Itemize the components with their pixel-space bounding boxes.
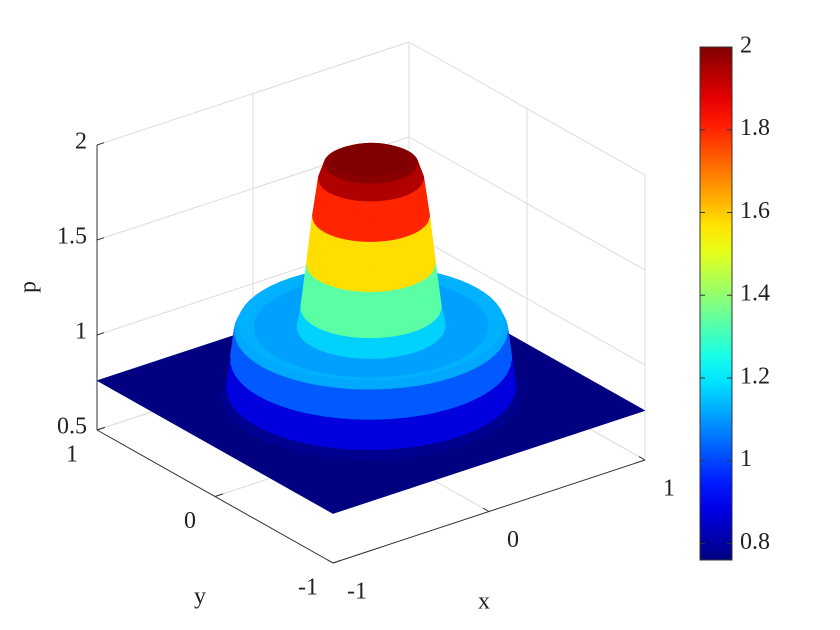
z-tick-label: 0.5 — [57, 414, 87, 440]
surface-patch — [354, 291, 363, 339]
surface-patch — [373, 201, 381, 243]
surface-patch — [365, 377, 380, 381]
surface-patch — [366, 358, 378, 374]
surface-patch — [381, 337, 391, 360]
colorbar-tick-label: 0.8 — [740, 529, 770, 555]
surface-patch — [361, 291, 369, 339]
colorbar-tick-label: 1.4 — [740, 281, 770, 307]
surface-patch — [323, 416, 339, 450]
surface-patch — [372, 176, 379, 185]
surface-patch — [418, 383, 433, 417]
z-tick-label: 1 — [75, 319, 87, 345]
surface-patch — [365, 389, 380, 421]
surface-patch — [374, 291, 383, 339]
surface-patch — [361, 241, 369, 293]
y-tick — [214, 493, 224, 497]
surface-patch — [360, 337, 369, 360]
x-tick — [482, 507, 490, 512]
surface-patch — [374, 337, 383, 360]
surface-patch — [308, 444, 324, 457]
surface-patch — [350, 449, 366, 460]
surface-patch — [374, 241, 382, 293]
colorbar-tick-label: 2 — [740, 33, 752, 59]
y-tick — [96, 426, 106, 431]
surface-patch — [364, 449, 381, 460]
surface-patch — [324, 386, 340, 419]
surface-patch — [378, 388, 394, 421]
surface-patch — [310, 414, 326, 448]
z-tick-label: 1.5 — [57, 224, 87, 250]
colorbar-tick-label: 1 — [740, 446, 752, 472]
surface-patch — [406, 415, 422, 449]
surface-patch — [368, 183, 375, 203]
surface-patch — [362, 201, 370, 243]
surface-patch — [393, 447, 409, 459]
surface-patch — [335, 448, 352, 460]
surface-patch — [405, 385, 421, 419]
x-tick-label: -1 — [347, 579, 367, 605]
x-tick-label: 0 — [507, 527, 519, 553]
surface-patch — [442, 377, 457, 412]
surface-patch — [365, 380, 380, 391]
surface-patch — [351, 389, 366, 421]
surface-patch — [338, 378, 354, 390]
surface-patch — [287, 378, 303, 413]
z-tick — [96, 332, 105, 336]
y-tick-label: 1 — [66, 442, 78, 468]
surface-patch — [379, 449, 395, 460]
colorbar — [699, 46, 733, 561]
surface-patch — [325, 377, 341, 389]
surface-patch — [351, 379, 367, 391]
surface-patch — [407, 445, 423, 458]
surface-patch — [378, 379, 393, 391]
x-tick — [326, 559, 334, 564]
surface-patch — [430, 380, 445, 415]
y-axis-label: y — [194, 584, 206, 610]
z-tick — [96, 237, 105, 241]
z-tick — [96, 142, 105, 146]
surface-patch — [337, 388, 353, 420]
surface-patch — [432, 410, 447, 445]
surface-patch — [321, 446, 338, 459]
surface-patch — [336, 418, 352, 451]
surface-patch — [364, 419, 380, 451]
surface-patch — [353, 337, 362, 360]
z-tick-label: 2 — [75, 129, 87, 155]
colorbar-tick-label: 1.8 — [740, 115, 770, 141]
surface-patch — [367, 291, 376, 339]
colorbar-tick-label: 1.2 — [740, 363, 770, 389]
surface-patch — [363, 183, 370, 203]
x-tick-label: 1 — [663, 476, 675, 502]
surface-patch — [419, 413, 435, 447]
surface-patch — [392, 417, 408, 450]
surface-patch — [392, 387, 407, 420]
y-tick — [332, 559, 342, 564]
surface-patch — [388, 336, 398, 359]
surface-patch — [285, 408, 301, 443]
surface-patch — [364, 176, 370, 185]
surface-patch — [346, 336, 355, 359]
colorbar-tick-label: 1.6 — [740, 198, 770, 224]
surface-patch — [367, 338, 376, 360]
surface-patch — [350, 419, 366, 451]
x-axis-label: x — [478, 589, 490, 615]
surface-patch — [368, 201, 375, 243]
z-axis-label: p — [16, 281, 42, 293]
surface-patch — [355, 241, 364, 293]
surface-patch — [299, 381, 314, 416]
surface-patch — [297, 411, 313, 446]
surface-patch — [373, 183, 380, 202]
surface-patch — [365, 372, 379, 378]
y-tick-label: -1 — [298, 575, 318, 601]
surface-patch — [311, 384, 327, 418]
y-tick-label: 0 — [184, 508, 196, 534]
surface-patch — [444, 406, 459, 442]
surface-patch — [368, 241, 376, 293]
surface-patch — [391, 378, 406, 390]
surface-patch — [380, 290, 390, 339]
x-tick — [638, 456, 646, 461]
surface-patch — [378, 418, 394, 451]
surface-patch — [368, 176, 375, 185]
